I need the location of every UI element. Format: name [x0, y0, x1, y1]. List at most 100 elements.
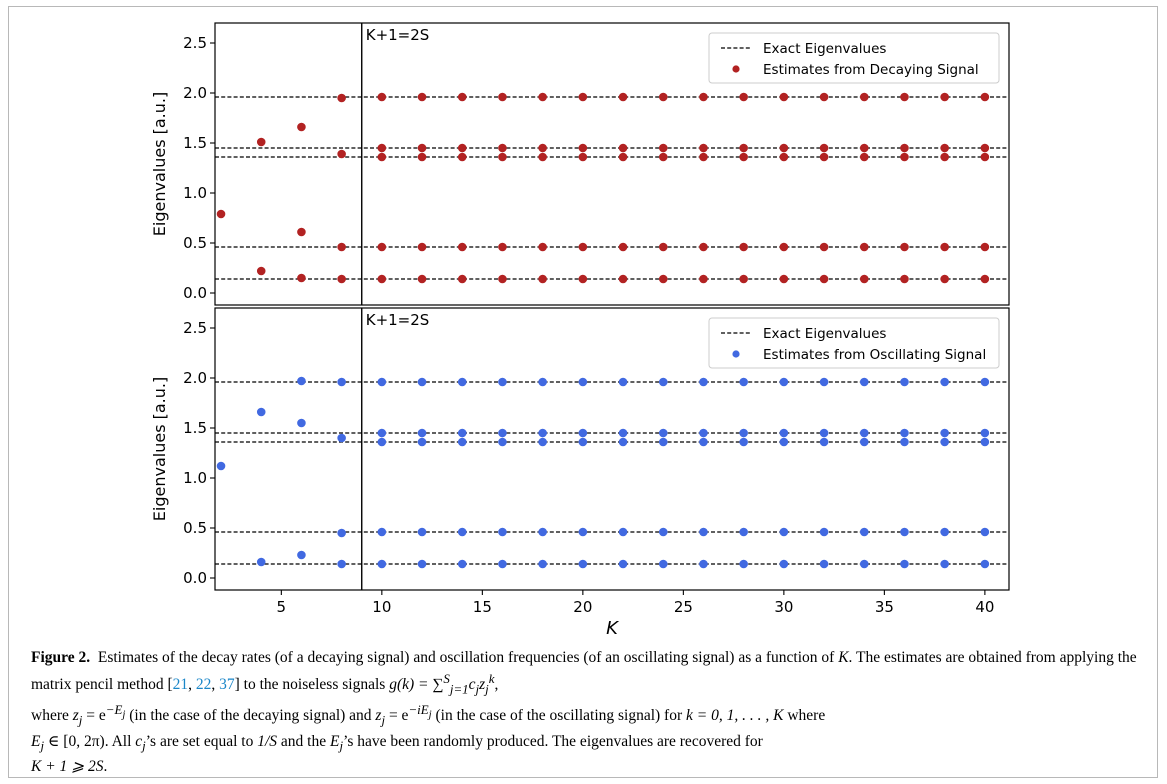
data-point	[699, 92, 708, 102]
data-point	[618, 143, 628, 153]
data-point	[578, 559, 588, 569]
legend-box	[708, 32, 1000, 84]
data-point	[819, 92, 829, 102]
data-point	[819, 377, 829, 387]
caption-math: j	[381, 712, 386, 728]
data-point	[457, 377, 467, 387]
caption-text: ] to the noiseless signals	[234, 676, 390, 694]
data-point	[417, 559, 427, 569]
x-tick-label: 25	[674, 598, 693, 616]
x-tick-label: 30	[774, 598, 793, 616]
data-point	[256, 266, 266, 276]
data-point	[980, 143, 990, 153]
data-point	[538, 377, 547, 387]
data-point	[377, 152, 387, 162]
data-point	[699, 274, 708, 284]
data-point	[457, 559, 467, 569]
y-tick-label: 0.0	[183, 569, 207, 587]
y-tick-label: 1.0	[183, 184, 207, 202]
figure-caption: Figure 2. Estimates of the decay rates (…	[31, 649, 1137, 775]
data-point	[377, 242, 387, 252]
data-point	[337, 274, 346, 284]
data-point	[980, 437, 990, 447]
data-point	[337, 433, 346, 443]
caption-math: −E	[105, 702, 123, 718]
caption-math: z	[479, 676, 486, 694]
caption-math: E	[31, 732, 41, 750]
data-point	[739, 527, 748, 537]
data-point	[618, 274, 628, 284]
data-point	[658, 274, 668, 284]
data-point	[940, 437, 949, 447]
citation-link[interactable]: 37	[219, 676, 235, 694]
data-point	[498, 242, 507, 252]
data-point	[578, 143, 588, 153]
caption-math: c	[468, 676, 476, 694]
data-point	[578, 437, 588, 447]
caption-math: E	[330, 732, 340, 750]
data-point	[538, 242, 547, 252]
data-point	[377, 274, 387, 284]
citation-link[interactable]: 21	[172, 676, 189, 694]
data-point	[859, 242, 869, 252]
data-point	[739, 428, 748, 438]
y-tick-label: 2.0	[183, 84, 207, 102]
data-point	[377, 428, 387, 438]
data-point	[538, 152, 547, 162]
caption-math: j=1	[449, 681, 469, 697]
caption-math: z	[375, 707, 382, 725]
data-point	[498, 143, 507, 153]
data-point	[859, 527, 869, 537]
data-point	[216, 209, 226, 219]
data-point	[699, 428, 708, 438]
citation-link[interactable]: 22	[195, 676, 212, 694]
data-point	[337, 149, 346, 159]
data-point	[658, 242, 668, 252]
x-tick-label: 10	[372, 598, 391, 616]
data-point	[940, 274, 949, 284]
data-point	[819, 428, 829, 438]
data-point	[297, 418, 306, 428]
data-point	[819, 274, 829, 284]
data-point	[980, 274, 990, 284]
x-tick-label: 5	[277, 598, 287, 616]
data-point	[498, 437, 507, 447]
caption-text: . The estimates are obtained from applyi…	[31, 649, 1137, 694]
data-point	[538, 92, 547, 102]
data-point	[538, 559, 547, 569]
caption-math: z	[72, 707, 79, 725]
caption-math: c	[135, 732, 143, 750]
caption-label: Figure 2.	[31, 649, 91, 666]
data-point	[256, 557, 266, 567]
data-point	[819, 242, 829, 252]
data-point	[980, 92, 990, 102]
data-point	[377, 377, 387, 387]
caption-text: where	[783, 707, 826, 725]
data-point	[739, 242, 748, 252]
data-point	[618, 377, 628, 387]
caption-math: K + 1 ⩾ 2S	[31, 757, 104, 775]
data-point	[859, 559, 869, 569]
y-tick-label: 2.5	[183, 34, 207, 52]
data-point	[940, 143, 949, 153]
data-point	[297, 227, 306, 237]
data-point	[980, 152, 990, 162]
legend-box	[708, 317, 1000, 369]
data-point	[900, 242, 909, 252]
data-point	[538, 428, 547, 438]
data-point	[980, 242, 990, 252]
data-point	[739, 377, 748, 387]
caption-math: 1/S	[257, 732, 278, 750]
data-point	[900, 559, 909, 569]
threshold-label: K+1=2S	[366, 311, 430, 329]
data-point	[538, 437, 547, 447]
data-point	[538, 527, 547, 537]
caption-text: where	[31, 707, 73, 725]
data-point	[940, 242, 949, 252]
data-point	[377, 437, 387, 447]
data-point	[779, 377, 789, 387]
legend-exact-label: Exact Eigenvalues	[763, 41, 886, 57]
data-point	[779, 428, 789, 438]
figure-frame: K+1=2S 0.0 0.5 1.0 1.5 2.0 2.5 Eigenvalues [a.u…	[8, 6, 1158, 778]
data-point	[377, 92, 387, 102]
